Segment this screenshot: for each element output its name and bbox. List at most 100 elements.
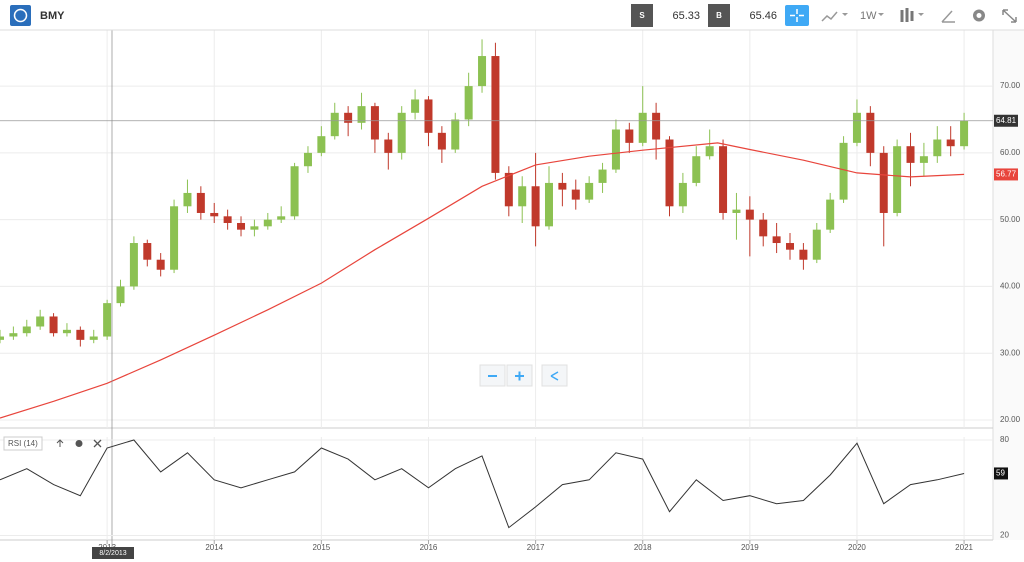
candle-body bbox=[103, 303, 112, 337]
buy-price: 65.46 bbox=[749, 10, 777, 22]
symbol: BMY bbox=[40, 10, 65, 22]
candle-body bbox=[156, 259, 165, 270]
candle-body bbox=[237, 222, 246, 230]
crosshair-date-box bbox=[92, 547, 134, 559]
candle-body bbox=[170, 206, 179, 270]
x-tick-label: 2021 bbox=[955, 543, 973, 552]
candle-body bbox=[558, 182, 567, 190]
x-tick-label: 2017 bbox=[527, 543, 545, 552]
candle-body bbox=[0, 336, 4, 340]
candle-body bbox=[772, 236, 781, 244]
candle-body bbox=[665, 139, 674, 207]
y-tick-label: 20 bbox=[1000, 531, 1009, 540]
move-up-button[interactable] bbox=[56, 439, 64, 447]
candle-body bbox=[518, 186, 527, 207]
rsi-line bbox=[0, 439, 965, 529]
ma-label: 56.77 bbox=[996, 170, 1017, 179]
draw-button[interactable] bbox=[941, 10, 955, 23]
crosshair-date: 8/2/2013 bbox=[99, 550, 126, 557]
remove-indicator-button[interactable] bbox=[93, 439, 102, 448]
indicator-settings-button[interactable] bbox=[75, 440, 83, 447]
candle-body bbox=[879, 152, 888, 213]
interval-button[interactable]: 1W bbox=[860, 10, 877, 22]
candle-body bbox=[424, 99, 433, 133]
candle-body bbox=[344, 112, 353, 123]
candle-body bbox=[89, 336, 98, 340]
ma-tag bbox=[994, 168, 1018, 181]
last-price-tag bbox=[994, 114, 1018, 127]
candle-body bbox=[22, 326, 31, 334]
candle-body bbox=[263, 219, 272, 227]
x-tick-label: 2019 bbox=[741, 543, 759, 552]
candle-body bbox=[919, 156, 928, 163]
rsi-tag bbox=[994, 467, 1008, 480]
candle-body bbox=[839, 142, 848, 200]
candle-body bbox=[866, 112, 875, 153]
buy-button[interactable] bbox=[708, 4, 730, 27]
indicator-tag bbox=[3, 436, 43, 451]
candle-body bbox=[692, 156, 701, 183]
candle-body bbox=[946, 139, 955, 147]
candle-body bbox=[49, 316, 58, 334]
candle-body bbox=[303, 152, 312, 167]
candle-body bbox=[571, 189, 580, 200]
candle-body bbox=[451, 119, 460, 150]
toolbar bbox=[0, 0, 1024, 30]
candle-body bbox=[143, 243, 152, 260]
last-price-label: 64.81 bbox=[996, 116, 1017, 125]
candle-body bbox=[9, 333, 18, 337]
y-tick-label: 60.00 bbox=[1000, 148, 1021, 157]
candle-body bbox=[745, 209, 754, 220]
candle-body bbox=[531, 186, 540, 227]
candle-body bbox=[719, 146, 728, 213]
crosshair-button[interactable] bbox=[785, 5, 809, 26]
candle-body bbox=[893, 146, 902, 213]
candle-body bbox=[317, 136, 326, 153]
candle-body bbox=[652, 112, 661, 140]
candle-body bbox=[933, 139, 942, 157]
dropdown-arrow bbox=[918, 13, 924, 16]
candle-body bbox=[611, 129, 620, 170]
candle-body bbox=[705, 146, 714, 157]
candle-body bbox=[411, 99, 420, 113]
candle-body bbox=[544, 182, 553, 227]
plus-icon bbox=[515, 371, 524, 381]
candle-body bbox=[491, 56, 500, 173]
candle-body bbox=[116, 286, 125, 304]
logo bbox=[10, 5, 31, 26]
dropdown-arrow bbox=[878, 13, 884, 16]
settings-hole bbox=[976, 13, 982, 18]
share-icon bbox=[550, 371, 559, 381]
share-button[interactable] bbox=[541, 364, 568, 387]
sell-button[interactable] bbox=[631, 4, 653, 27]
candle-body bbox=[799, 249, 808, 260]
indicator-title: RSI (14) bbox=[8, 439, 38, 448]
y-tick-label: 80 bbox=[1000, 435, 1009, 444]
x-tick-label: 2018 bbox=[634, 543, 652, 552]
candle-body bbox=[210, 212, 219, 217]
crosshair-icon bbox=[790, 9, 804, 22]
candle-body bbox=[250, 226, 259, 230]
logo-mark bbox=[13, 8, 28, 23]
chart-type-button[interactable] bbox=[821, 11, 838, 22]
candle-body bbox=[277, 216, 286, 220]
candle-body bbox=[638, 112, 647, 143]
candle-body bbox=[223, 216, 232, 223]
candle-body bbox=[625, 129, 634, 143]
y-tick-label: 50.00 bbox=[1000, 215, 1021, 224]
candle-body bbox=[852, 112, 861, 143]
candle-body bbox=[129, 243, 138, 287]
candle-body bbox=[598, 169, 607, 183]
plot-layer: 20.0030.0040.0050.0060.0070.002013201420… bbox=[0, 30, 1021, 559]
candle-body bbox=[437, 132, 446, 150]
fullscreen-button[interactable] bbox=[1002, 9, 1017, 23]
candle-body bbox=[290, 166, 299, 217]
candles-button[interactable] bbox=[900, 8, 914, 22]
rsi-value-label: 59 bbox=[996, 469, 1005, 478]
candle-body bbox=[384, 139, 393, 153]
candle-body bbox=[759, 219, 768, 237]
candle-body bbox=[357, 106, 366, 123]
sell-label: S bbox=[639, 11, 645, 20]
candle-body bbox=[464, 86, 473, 120]
